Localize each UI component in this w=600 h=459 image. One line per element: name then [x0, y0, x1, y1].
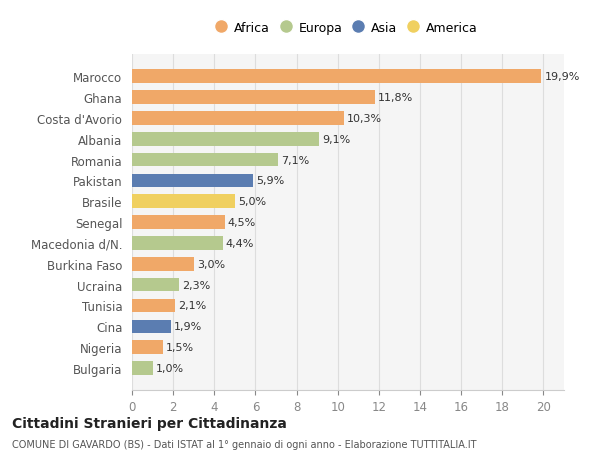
Bar — [132, 216, 224, 230]
Bar — [132, 320, 171, 333]
Bar — [132, 341, 163, 354]
Text: 4,5%: 4,5% — [227, 218, 256, 228]
Bar — [132, 237, 223, 250]
Text: 11,8%: 11,8% — [378, 93, 413, 103]
Bar — [132, 70, 541, 84]
Bar — [132, 278, 179, 292]
Bar — [132, 174, 253, 188]
Text: 1,9%: 1,9% — [174, 322, 202, 331]
Text: Cittadini Stranieri per Cittadinanza: Cittadini Stranieri per Cittadinanza — [12, 416, 287, 430]
Bar — [132, 153, 278, 167]
Text: 10,3%: 10,3% — [347, 114, 382, 123]
Bar — [132, 133, 319, 146]
Text: 2,1%: 2,1% — [178, 301, 206, 311]
Text: 19,9%: 19,9% — [544, 72, 580, 82]
Text: 5,0%: 5,0% — [238, 197, 266, 207]
Text: 1,5%: 1,5% — [166, 342, 194, 353]
Bar — [132, 112, 344, 125]
Legend: Africa, Europa, Asia, America: Africa, Europa, Asia, America — [214, 18, 482, 38]
Text: 2,3%: 2,3% — [182, 280, 211, 290]
Text: 3,0%: 3,0% — [197, 259, 225, 269]
Bar — [132, 91, 375, 105]
Text: 5,9%: 5,9% — [256, 176, 285, 186]
Bar — [132, 195, 235, 208]
Text: 1,0%: 1,0% — [155, 363, 184, 373]
Text: COMUNE DI GAVARDO (BS) - Dati ISTAT al 1° gennaio di ogni anno - Elaborazione TU: COMUNE DI GAVARDO (BS) - Dati ISTAT al 1… — [12, 440, 476, 449]
Bar — [132, 257, 194, 271]
Text: 9,1%: 9,1% — [322, 134, 350, 145]
Text: 4,4%: 4,4% — [226, 238, 254, 248]
Bar — [132, 299, 175, 313]
Bar — [132, 361, 152, 375]
Text: 7,1%: 7,1% — [281, 155, 310, 165]
